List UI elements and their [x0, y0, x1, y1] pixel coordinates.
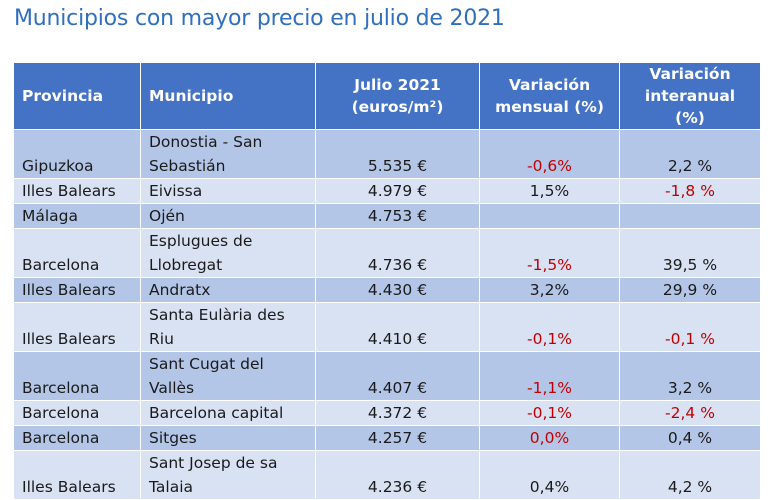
cell-precio: 4.979 €	[315, 178, 480, 204]
table-row: Barcelona Sitges 4.257 €0,0% 0,4 %	[13, 425, 761, 451]
municipio-line: Vallès	[149, 379, 195, 397]
header-text: interanual (%)	[644, 87, 736, 127]
municipio-line: Donostia - San	[149, 133, 263, 151]
cell-municipio: Sant Cugat del Vallès	[140, 351, 316, 401]
cell-variacion-mensual: 3,2%	[479, 277, 620, 303]
cell-precio: 4.430 €	[315, 277, 480, 303]
municipio-line: Talaia	[149, 478, 194, 496]
page-title: Municipios con mayor precio en julio de …	[14, 6, 505, 31]
table-row: Illes Balears Sant Josep de sa Talaia 4.236…	[13, 450, 761, 500]
table-header-row: Provincia Municipio Julio 2021 (euros/m²) Va…	[13, 62, 761, 130]
cell-provincia: Barcelona	[13, 400, 141, 426]
cell-precio: 5.535 €	[315, 129, 480, 179]
header-provincia: Provincia	[13, 62, 141, 130]
cell-municipio: Andratx	[140, 277, 316, 303]
cell-precio: 4.372 €	[315, 400, 480, 426]
cell-variacion-interanual: 2,2 %	[619, 129, 761, 179]
table-row: Illes Balears Andratx 4.430 €3,2% 29,9 %	[13, 277, 761, 303]
cell-variacion-interanual: 39,5 %	[619, 228, 761, 278]
cell-provincia: Illes Balears	[13, 450, 141, 500]
header-text: Provincia	[22, 87, 104, 105]
municipio-line: Sitges	[149, 429, 197, 447]
table-row: Málaga Ojén 4.753 €	[13, 203, 761, 229]
cell-precio: 4.257 €	[315, 425, 480, 451]
cell-municipio: Santa Eulària des Riu	[140, 302, 316, 352]
cell-variacion-mensual: 1,5%	[479, 178, 620, 204]
cell-provincia: Illes Balears	[13, 178, 141, 204]
cell-precio: 4.236 €	[315, 450, 480, 500]
municipio-line: Sebastián	[149, 157, 226, 175]
cell-provincia: Barcelona	[13, 351, 141, 401]
municipio-line: Llobregat	[149, 256, 223, 274]
municipio-line: Esplugues de	[149, 232, 253, 250]
cell-provincia: Málaga	[13, 203, 141, 229]
municipio-line: Eivissa	[149, 182, 203, 200]
cell-variacion-interanual: 0,4 %	[619, 425, 761, 451]
cell-variacion-mensual: -0,6%	[479, 129, 620, 179]
cell-municipio: Esplugues de Llobregat	[140, 228, 316, 278]
header-text: Municipio	[149, 87, 234, 105]
cell-variacion-mensual: -1,5%	[479, 228, 620, 278]
table-row: Illes Balears Santa Eulària des Riu 4.410 €…	[13, 302, 761, 352]
header-text: Variación	[649, 65, 731, 83]
cell-variacion-mensual	[479, 203, 620, 229]
cell-precio: 4.736 €	[315, 228, 480, 278]
cell-variacion-interanual: -0,1 %	[619, 302, 761, 352]
cell-variacion-mensual: -1,1%	[479, 351, 620, 401]
header-municipio: Municipio	[140, 62, 316, 130]
municipio-line: Barcelona capital	[149, 404, 284, 422]
cell-municipio: Ojén	[140, 203, 316, 229]
municipio-line: Santa Eulària des	[149, 306, 285, 324]
cell-variacion-mensual: 0,0%	[479, 425, 620, 451]
cell-variacion-mensual: -0,1%	[479, 302, 620, 352]
municipio-line: Sant Cugat del	[149, 355, 264, 373]
header-text: (euros/m²)	[351, 98, 444, 116]
cell-variacion-mensual: 0,4%	[479, 450, 620, 500]
header-variacion-interanual: Variación interanual (%)	[619, 62, 761, 130]
cell-provincia: Illes Balears	[13, 302, 141, 352]
municipio-line: Sant Josep de sa	[149, 454, 278, 472]
table-row: Barcelona Sant Cugat del Vallès 4.407 € -1,1…	[13, 351, 761, 401]
price-table: Provincia Municipio Julio 2021 (euros/m²) Va…	[13, 62, 761, 500]
cell-provincia: Barcelona	[13, 228, 141, 278]
cell-precio: 4.410 €	[315, 302, 480, 352]
cell-municipio: Eivissa	[140, 178, 316, 204]
cell-precio: 4.753 €	[315, 203, 480, 229]
cell-municipio: Sitges	[140, 425, 316, 451]
table-row: Barcelona Barcelona capital 4.372 € -0,1% -2…	[13, 400, 761, 426]
table-body: Gipuzkoa Donostia - San Sebastián 5.535 € -0…	[13, 129, 761, 500]
cell-variacion-interanual: 3,2 %	[619, 351, 761, 401]
cell-municipio: Donostia - San Sebastián	[140, 129, 316, 179]
table-row: Barcelona Esplugues de Llobregat 4.736 € -1,…	[13, 228, 761, 278]
cell-municipio: Barcelona capital	[140, 400, 316, 426]
municipio-line: Riu	[149, 330, 174, 348]
cell-provincia: Gipuzkoa	[13, 129, 141, 179]
cell-variacion-interanual: 4,2 %	[619, 450, 761, 500]
table-row: Illes Balears Eivissa 4.979 €1,5% -1,8 %	[13, 178, 761, 204]
cell-variacion-mensual: -0,1%	[479, 400, 620, 426]
table-row: Gipuzkoa Donostia - San Sebastián 5.535 € -0…	[13, 129, 761, 179]
cell-variacion-interanual: -1,8 %	[619, 178, 761, 204]
cell-provincia: Barcelona	[13, 425, 141, 451]
municipio-line: Andratx	[149, 281, 211, 299]
cell-precio: 4.407 €	[315, 351, 480, 401]
header-text: Variación	[508, 76, 591, 94]
header-text: mensual (%)	[495, 98, 604, 116]
cell-variacion-interanual: 29,9 %	[619, 277, 761, 303]
cell-variacion-interanual	[619, 203, 761, 229]
cell-provincia: Illes Balears	[13, 277, 141, 303]
header-precio: Julio 2021 (euros/m²)	[315, 62, 480, 130]
header-text: Julio 2021	[354, 76, 441, 94]
cell-municipio: Sant Josep de sa Talaia	[140, 450, 316, 500]
cell-variacion-interanual: -2,4 %	[619, 400, 761, 426]
header-variacion-mensual: Variación mensual (%)	[479, 62, 620, 130]
municipio-line: Ojén	[149, 207, 185, 225]
